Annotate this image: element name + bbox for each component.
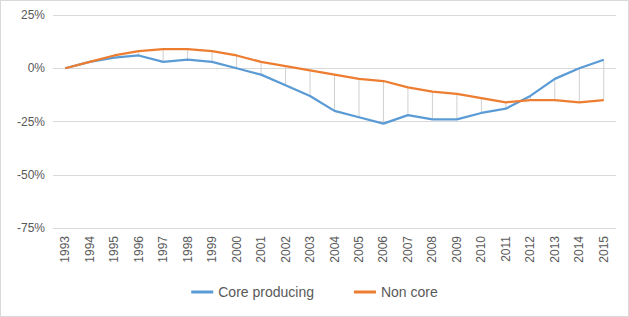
- svg-text:2014: 2014: [572, 236, 586, 263]
- svg-text:0%: 0%: [28, 61, 46, 75]
- svg-text:2000: 2000: [230, 236, 244, 263]
- svg-text:-50%: -50%: [17, 168, 45, 182]
- svg-text:-75%: -75%: [17, 221, 45, 235]
- svg-text:2015: 2015: [597, 236, 611, 263]
- svg-text:2011: 2011: [499, 236, 513, 262]
- svg-text:1999: 1999: [205, 236, 219, 263]
- svg-text:25%: 25%: [21, 8, 45, 22]
- svg-text:1995: 1995: [107, 236, 121, 263]
- svg-text:2007: 2007: [401, 236, 415, 263]
- svg-text:1996: 1996: [132, 236, 146, 263]
- svg-text:2008: 2008: [425, 236, 439, 263]
- svg-text:2002: 2002: [279, 236, 293, 263]
- svg-text:2010: 2010: [474, 236, 488, 263]
- svg-text:2003: 2003: [303, 236, 317, 263]
- svg-text:2001: 2001: [254, 236, 268, 263]
- svg-text:2009: 2009: [450, 236, 464, 263]
- svg-text:1994: 1994: [83, 236, 97, 263]
- svg-text:1993: 1993: [58, 236, 72, 263]
- svg-text:2006: 2006: [376, 236, 390, 263]
- svg-text:Non core: Non core: [381, 284, 438, 300]
- svg-text:2004: 2004: [328, 236, 342, 263]
- svg-text:1997: 1997: [156, 236, 170, 263]
- svg-text:2005: 2005: [352, 236, 366, 263]
- svg-text:1998: 1998: [181, 236, 195, 263]
- svg-text:-25%: -25%: [17, 115, 45, 129]
- svg-text:2012: 2012: [523, 236, 537, 263]
- svg-text:Core producing: Core producing: [218, 284, 314, 300]
- svg-text:2013: 2013: [548, 236, 562, 263]
